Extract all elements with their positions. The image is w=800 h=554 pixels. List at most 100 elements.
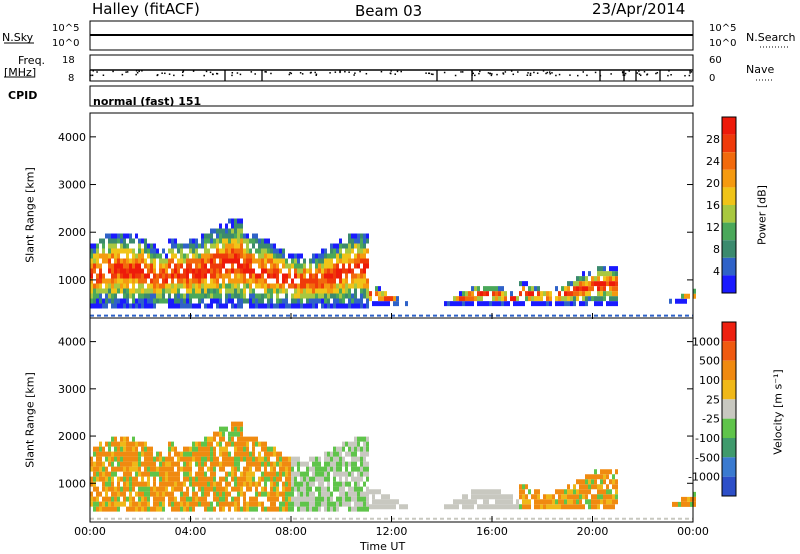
- vel-rti-cell: [168, 476, 171, 482]
- power-rti-cell: [171, 253, 174, 259]
- vel-rti-cell: [453, 504, 456, 510]
- power-rti-cell: [162, 288, 165, 294]
- power-rti-cell: [384, 291, 387, 297]
- vel-rti-cell: [240, 426, 243, 432]
- power-rti-cell: [123, 278, 126, 284]
- power-rti-cell: [105, 283, 108, 289]
- vel-rti-cell: [318, 461, 321, 467]
- vel-rti-cell: [237, 426, 240, 432]
- vel-rti-cell: [168, 446, 171, 452]
- vel-rti-cell: [186, 496, 189, 502]
- vel-colorbar-tick: -500: [695, 451, 720, 464]
- power-rti-cell: [207, 233, 210, 239]
- power-rti-cell: [156, 253, 159, 259]
- vel-rti-cell: [324, 486, 327, 492]
- vel-rti-cell: [156, 456, 159, 462]
- vel-rti-cell: [213, 456, 216, 462]
- vel-rti-cell: [336, 446, 339, 452]
- power-rti-cell: [171, 283, 174, 289]
- vel-rti-cell: [465, 499, 468, 505]
- power-rti-cell: [153, 258, 156, 264]
- vel-rti-cell: [243, 456, 246, 462]
- vel-rti-cell: [261, 476, 264, 482]
- power-rti-cell: [324, 253, 327, 259]
- vel-rti-cell: [321, 501, 324, 507]
- vel-rti-cell: [240, 431, 243, 437]
- vel-rti-cell: [288, 461, 291, 467]
- power-ytick-label: 2000: [58, 226, 86, 239]
- power-rti-cell: [225, 283, 228, 289]
- vel-rti-cell: [591, 494, 594, 500]
- vel-rti-cell: [264, 506, 267, 512]
- vel-rti-cell: [276, 456, 279, 462]
- vel-rti-cell: [528, 499, 531, 505]
- power-rti-cell: [297, 298, 300, 304]
- vel-rti-cell: [240, 436, 243, 442]
- power-rti-cell: [147, 268, 150, 274]
- vel-rti-cell: [135, 461, 138, 467]
- vel-rti-cell: [486, 504, 489, 510]
- power-rti-cell: [231, 218, 234, 224]
- power-rti-cell: [297, 293, 300, 299]
- power-rti-cell: [252, 243, 255, 249]
- power-rti-cell: [261, 263, 264, 269]
- vel-rti-cell: [501, 494, 504, 500]
- vel-rti-cell: [129, 456, 132, 462]
- power-rti-cell: [336, 258, 339, 264]
- power-rti-cell: [189, 288, 192, 294]
- power-rti-cell: [393, 301, 396, 307]
- vel-rti-cell: [243, 436, 246, 442]
- vel-rti-cell: [225, 481, 228, 487]
- nave-dot: [529, 72, 532, 75]
- vel-rti-cell: [114, 486, 117, 492]
- power-rti-cell: [138, 283, 141, 289]
- nave-dot: [512, 73, 515, 76]
- power-rti-cell: [246, 238, 249, 244]
- vel-rti-cell: [378, 489, 381, 495]
- power-rti-cell: [171, 248, 174, 254]
- power-rti-cell: [105, 278, 108, 284]
- power-rti-cell: [333, 293, 336, 299]
- vel-rti-cell: [114, 436, 117, 442]
- power-rti-cell: [357, 278, 360, 284]
- power-rti-cell: [456, 301, 459, 307]
- vel-rti-cell: [198, 456, 201, 462]
- vel-rti-cell: [162, 506, 165, 512]
- power-rti-cell: [297, 253, 300, 259]
- vel-rti-cell: [594, 469, 597, 475]
- vel-rti-cell: [345, 491, 348, 497]
- power-rti-cell: [453, 296, 456, 302]
- vel-rti-cell: [213, 471, 216, 477]
- vel-rti-cell: [198, 446, 201, 452]
- vel-rti-cell: [357, 436, 360, 442]
- vel-rti-cell: [198, 441, 201, 447]
- vel-rti-cell: [252, 506, 255, 512]
- vel-rti-cell: [285, 491, 288, 497]
- vel-rti-cell: [111, 451, 114, 457]
- power-rti-cell: [126, 303, 129, 309]
- vel-rti-cell: [573, 484, 576, 490]
- nave-dot: [628, 70, 630, 72]
- power-rti-cell: [195, 258, 198, 264]
- vel-rti-cell: [273, 506, 276, 512]
- power-rti-cell: [243, 298, 246, 304]
- nave-dot: [270, 72, 272, 75]
- vel-rti-cell: [522, 504, 525, 510]
- vel-rti-cell: [582, 479, 585, 485]
- power-rti-cell: [285, 293, 288, 299]
- power-rti-cell: [360, 298, 363, 304]
- nave-dot: [239, 73, 242, 76]
- vel-rti-cell: [171, 461, 174, 467]
- power-rti-cell: [171, 278, 174, 284]
- vel-rti-cell: [240, 451, 243, 457]
- vel-rti-cell: [138, 501, 141, 507]
- power-rti-cell: [336, 263, 339, 269]
- vel-rti-cell: [594, 494, 597, 500]
- vel-rti-cell: [138, 486, 141, 492]
- power-rti-cell: [348, 253, 351, 259]
- nave-dot: [461, 71, 464, 73]
- power-rti-cell: [567, 281, 570, 287]
- power-rti-cell: [153, 268, 156, 274]
- vel-rti-cell: [234, 441, 237, 447]
- vel-rti-cell: [270, 466, 273, 472]
